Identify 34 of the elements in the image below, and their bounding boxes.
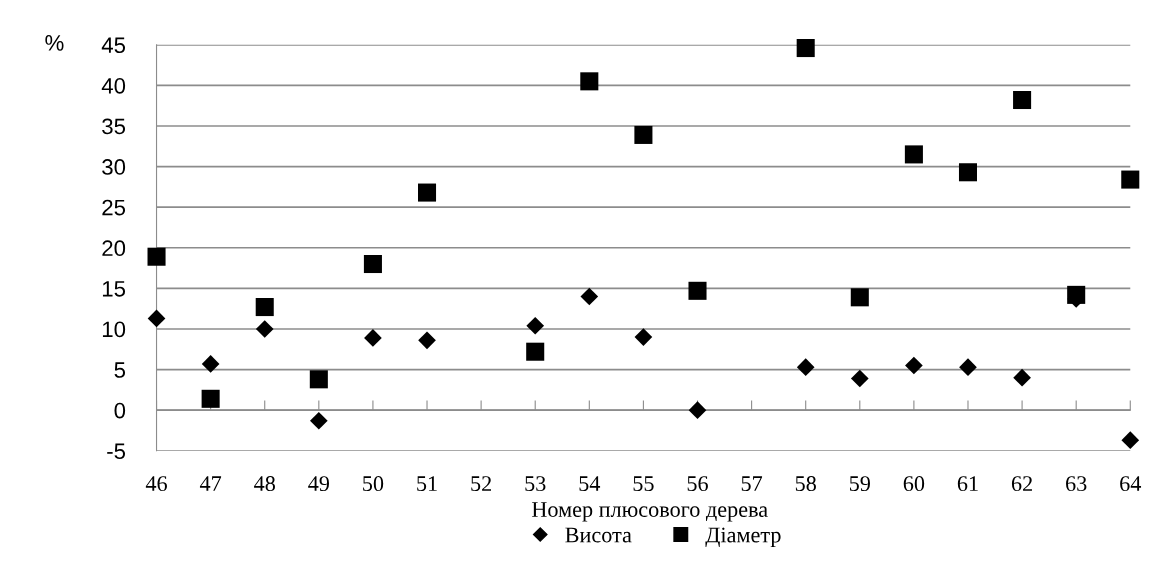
x-tick-label: 49 <box>308 476 330 492</box>
y-tick-label: 0 <box>114 402 126 419</box>
x-tick-label: 64 <box>1120 476 1142 492</box>
y-axis-title: % <box>45 35 64 51</box>
x-tick-label: 53 <box>525 476 546 492</box>
y-tick-label: -5 <box>107 443 126 460</box>
legend-label: Висота <box>565 527 632 543</box>
x-tick-label: 56 <box>687 476 708 492</box>
y-tick-label: 10 <box>102 321 126 338</box>
x-tick-label: 58 <box>795 476 816 492</box>
y-tick-label: 40 <box>101 77 126 94</box>
y-tick-label: 20 <box>102 240 126 257</box>
x-tick-label: 48 <box>254 476 275 492</box>
x-tick-label: 59 <box>849 476 870 492</box>
y-tick-label: 30 <box>102 159 126 175</box>
y-tick-label: 15 <box>102 281 126 297</box>
x-tick-label: 52 <box>471 476 491 492</box>
x-tick-label: 57 <box>741 476 763 492</box>
x-tick-label: 54 <box>579 476 601 492</box>
y-tick-label: 35 <box>102 118 126 135</box>
x-tick-label: 46 <box>145 476 167 492</box>
x-tick-label: 55 <box>633 476 654 492</box>
x-tick-label: 60 <box>903 476 925 492</box>
x-tick-label: 62 <box>1011 476 1032 492</box>
x-tick-label: 50 <box>363 476 384 492</box>
x-axis-title: Номер плюсового дерева <box>531 502 768 522</box>
y-tick-label: 45 <box>101 37 126 54</box>
x-tick-label: 61 <box>957 476 978 492</box>
y-tick-label: 25 <box>102 199 126 216</box>
x-tick-label: 51 <box>417 476 437 492</box>
x-tick-label: 63 <box>1066 476 1087 492</box>
y-tick-label: 5 <box>114 362 126 378</box>
legend-label: Діаметр <box>705 527 781 547</box>
x-tick-label: 47 <box>199 476 222 491</box>
